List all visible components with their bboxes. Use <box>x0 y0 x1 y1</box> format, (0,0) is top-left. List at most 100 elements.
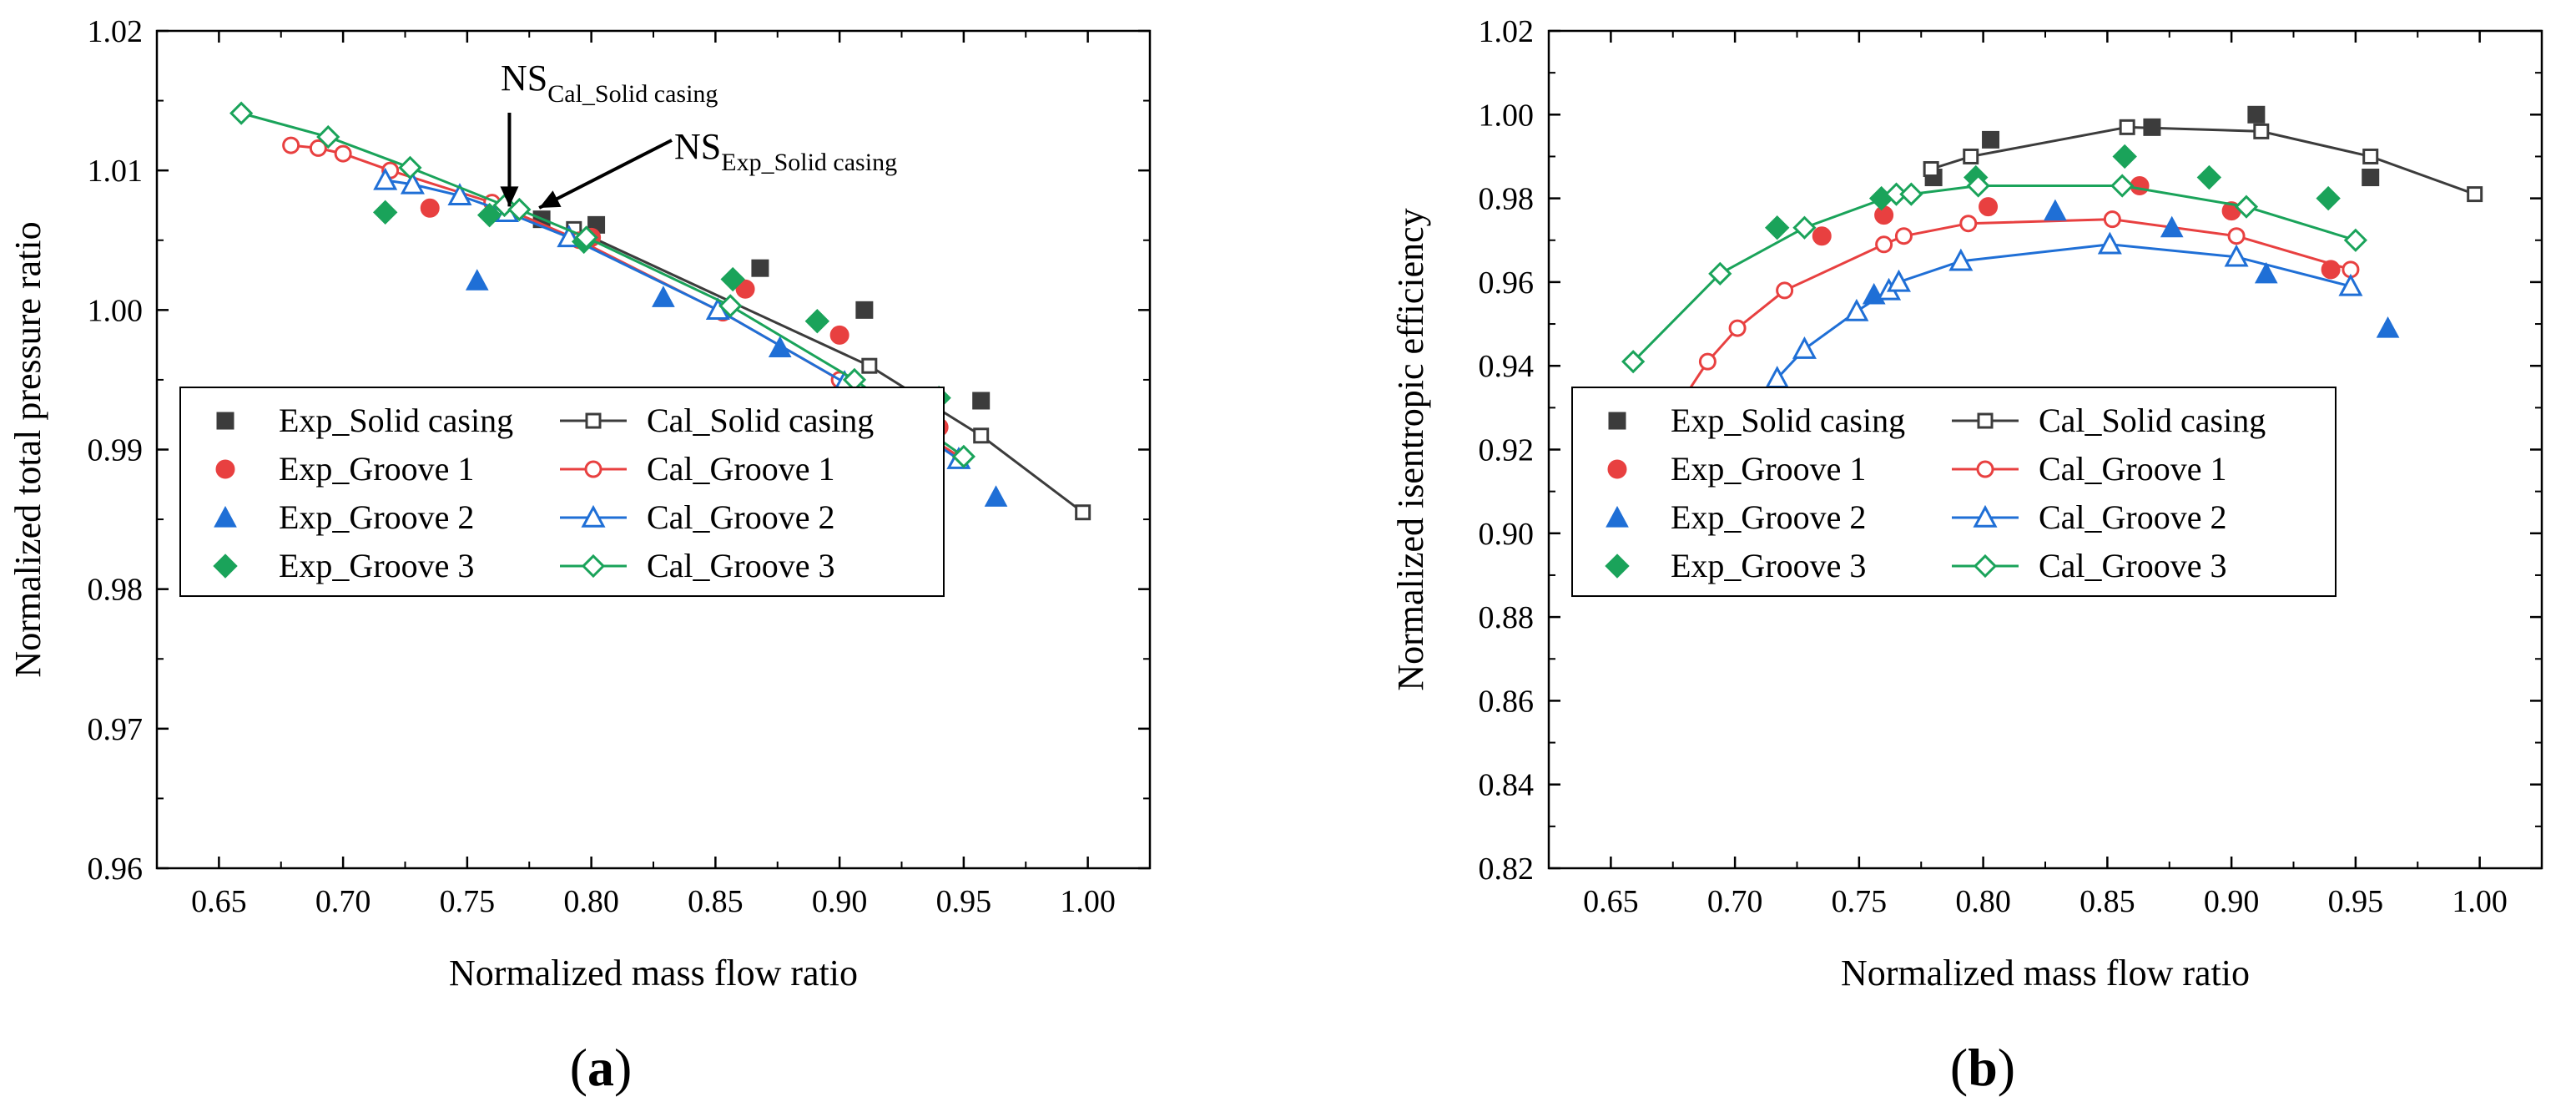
panel-a-legend-label: Cal_Groove 2 <box>647 498 835 536</box>
panel-b-legend-box <box>1571 387 2337 598</box>
panel-a-data-point <box>751 259 769 277</box>
panel-a-data-point <box>447 183 472 205</box>
panel-b-legend-label: Cal_Groove 1 <box>2039 450 2227 488</box>
panel-a-legend-entry: Exp_Groove 1 <box>215 450 474 488</box>
panel-a-series-cal-groove-3 <box>229 101 975 468</box>
panel-b-legend-label: Cal_Groove 2 <box>2039 498 2227 536</box>
panel-a-y-tick-label: 0.96 <box>88 852 144 887</box>
panel-b-data-point <box>1894 227 1913 245</box>
panel-b-data-point <box>2112 144 2137 169</box>
panel-b-data-point <box>2160 215 2184 238</box>
panel-a-data-point <box>973 427 990 444</box>
panel-b-data-point <box>1875 235 1893 254</box>
panel-a-x-tick-label: 0.75 <box>440 884 496 919</box>
panel-b-y-tick-label: 1.00 <box>1479 98 1535 133</box>
panel-b-data-point <box>2338 273 2363 296</box>
panel-a-y-tick-label: 1.00 <box>88 293 144 328</box>
panel-a-data-point <box>861 357 878 374</box>
panel-a-data-point <box>476 202 502 228</box>
panel-a-legend-entry: Cal_Groove 1 <box>560 450 835 488</box>
panel-b-x-tick-label: 0.75 <box>1832 884 1888 919</box>
panel-a-annotation-label: NSExp_Solid casing <box>674 126 897 176</box>
panel-b-data-point <box>1979 197 1999 217</box>
panel-a-legend-marker <box>584 460 602 478</box>
panel-a-chart: 0.65 0.70 0.75 0.80 0.85 0.90 0.95 1.00 0.96 0.97… <box>8 14 1152 993</box>
panel-b-legend-entry: Cal_Solid casing <box>1952 402 2266 439</box>
panel-a-legend-entry: Cal_Groove 2 <box>560 498 835 536</box>
panel-b-series-exp-groove-3 <box>1764 144 2341 240</box>
panel-b-legend-entry: Cal_Groove 3 <box>1952 547 2227 584</box>
panel-a-data-point <box>282 136 300 154</box>
panel-b-legend-entry: Cal_Groove 2 <box>1952 498 2227 536</box>
panel-b-data-point <box>2227 227 2246 245</box>
panel-a-annotation-label: NSCal_Solid casing <box>501 58 718 108</box>
panel-b-y-tick-label: 0.86 <box>1479 684 1535 719</box>
panel-a-y-tick-label: 0.98 <box>88 573 144 608</box>
panel-b-y-tick-label: 0.96 <box>1479 265 1535 301</box>
panel-b-legend-marker <box>1605 554 1630 579</box>
panel-b-legend-entry: Exp_Groove 3 <box>1605 547 1866 584</box>
panel-a-legend-marker <box>581 554 606 579</box>
panel-a-annotation-arrowhead <box>500 186 519 207</box>
panel-a-annotation-arrow <box>538 139 673 210</box>
panel-b-data-point <box>2224 244 2249 267</box>
panel-b-legend-marker <box>1973 554 1998 579</box>
panel-b-series-exp-groove-1 <box>1812 176 2341 280</box>
panel-b-data-point <box>2103 210 2121 229</box>
panel-b-data-point <box>2044 199 2067 221</box>
panel-a-data-point <box>652 286 675 307</box>
panel-b-data-point <box>2254 261 2278 284</box>
panel-a-annotation: NSExp_Solid casing <box>538 126 897 210</box>
panel-a-legend-label: Exp_Groove 1 <box>279 450 474 488</box>
panel-a-y-tick-label: 0.97 <box>88 712 144 747</box>
panel-b-data-point <box>2467 186 2483 203</box>
panel-a-y-tick-label: 0.99 <box>88 433 144 468</box>
panel-a-data-point <box>804 308 830 334</box>
panel-b-x-tick-label: 0.90 <box>2204 884 2260 919</box>
panel-b-data-point <box>1844 298 1869 321</box>
panel-b-data-point <box>2196 164 2222 190</box>
panel-b-data-point <box>2316 185 2341 211</box>
panel-a-data-point <box>829 325 849 345</box>
panel-a-data-point <box>1075 504 1091 521</box>
panel-a-data-point <box>951 444 975 468</box>
panel-b-data-point <box>1966 174 1990 198</box>
panel-a-data-point <box>972 392 991 410</box>
panel-a-data-point <box>507 197 532 222</box>
panel-b-series-cal-groove-3 <box>1621 174 2367 374</box>
panel-b-x-tick-label: 0.85 <box>2079 884 2135 919</box>
panel-b-legend-marker <box>1973 504 1998 528</box>
panel-a-x-tick-label: 0.90 <box>812 884 868 919</box>
panel-a-legend-marker <box>585 412 602 429</box>
panel-b-legend-label: Exp_Groove 2 <box>1671 498 1866 536</box>
panel-a-data-point <box>373 167 398 190</box>
panel-a-data-point <box>309 139 327 157</box>
panel-b-x-tick-label: 0.70 <box>1707 884 1763 919</box>
panel-b-series-cal-groove-2 <box>1765 231 2363 388</box>
panel-a-legend-entry: Exp_Groove 3 <box>213 547 474 584</box>
panel-a-x-tick-label: 0.80 <box>563 884 619 919</box>
panel-b-data-point <box>1728 319 1747 337</box>
panel-a-legend-marker <box>581 504 606 528</box>
panel-a-legend-label: Cal_Groove 3 <box>647 547 835 584</box>
panel-b-legend-label: Exp_Groove 1 <box>1671 450 1866 488</box>
panel-b-y-tick-label: 0.94 <box>1479 349 1535 384</box>
panel-b-data-point <box>2253 123 2270 139</box>
panel-b-data-point <box>1764 215 1790 240</box>
panel-b-data-point <box>1792 336 1817 359</box>
panel-b-y-tick-label: 0.98 <box>1479 182 1535 217</box>
panel-b-data-point <box>2119 119 2135 135</box>
panel-a-legend-marker <box>214 505 237 528</box>
panel-a-x-tick-label: 0.70 <box>315 884 371 919</box>
panel-b-data-point <box>2110 174 2135 198</box>
panel-a-annotation-arrowhead <box>539 190 562 209</box>
panel-a-legend-label: Exp_Groove 2 <box>279 498 474 536</box>
panel-b-legend-entry: Exp_Groove 1 <box>1607 450 1866 488</box>
panel-a-data-point <box>720 266 745 292</box>
panel-b-series-exp-groove-2 <box>1862 199 2400 338</box>
panel-b-legend-marker <box>1608 412 1626 430</box>
panel-b-x-tick-label: 0.95 <box>2328 884 2384 919</box>
panel-a-data-point <box>465 269 489 291</box>
panel-a-legend-label: Exp_Solid casing <box>279 402 513 439</box>
